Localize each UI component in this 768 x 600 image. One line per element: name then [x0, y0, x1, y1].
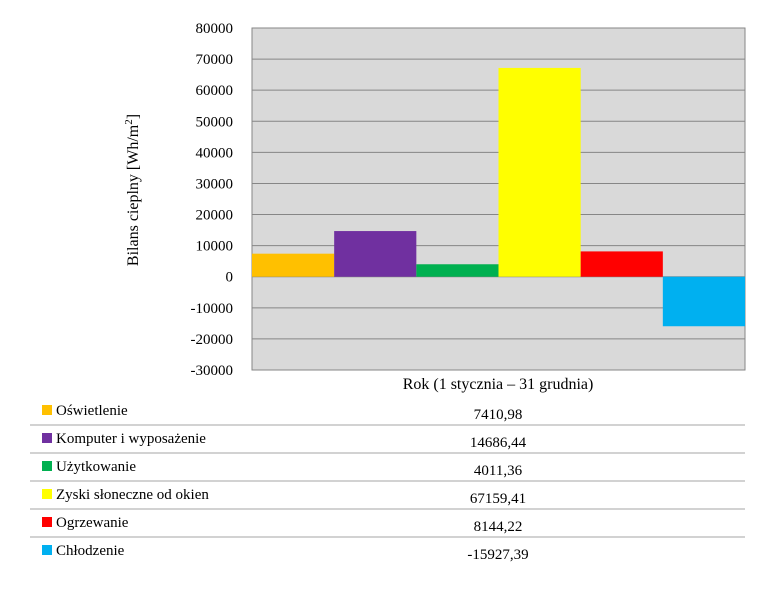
legend-label: Użytkowanie: [56, 459, 136, 475]
legend-label: Ogrzewanie: [56, 515, 129, 531]
y-tick-label: -30000: [191, 363, 234, 379]
legend-swatch: [42, 405, 52, 415]
y-tick-label: 70000: [196, 52, 234, 68]
y-axis-title: Bilans cieplny [Wh/m2]: [123, 114, 142, 266]
legend-swatch: [42, 461, 52, 471]
legend-swatch: [42, 545, 52, 555]
bar-6: [662, 276, 745, 327]
x-axis-title: Rok (1 stycznia – 31 grudnia): [403, 376, 594, 393]
bar-4: [498, 67, 581, 277]
y-tick-label: 50000: [196, 114, 234, 130]
y-tick-label: 0: [226, 270, 234, 286]
legend-swatch: [42, 489, 52, 499]
legend-label: Oświetlenie: [56, 403, 128, 419]
data-label: 7410,98: [474, 407, 523, 423]
y-tick-label: 30000: [196, 176, 234, 192]
y-tick-label: 10000: [196, 239, 234, 255]
bar-2: [334, 231, 417, 277]
y-axis-ticks: 80000 70000 60000 50000 40000 30000 20000 10000…: [191, 21, 234, 379]
legend-label: Komputer i wyposażenie: [56, 431, 206, 447]
y-tick-label: 80000: [196, 21, 234, 37]
data-label: 8144,22: [474, 519, 523, 535]
data-label: 14686,44: [470, 435, 527, 451]
bar-5: [580, 251, 663, 277]
legend-swatch: [42, 433, 52, 443]
data-label: -15927,39: [467, 547, 528, 563]
data-label: 67159,41: [470, 491, 526, 507]
legend-table: Oświetlenie 7410,98 Komputer i wyposażenie…: [30, 403, 745, 563]
data-label: 4011,36: [474, 463, 523, 479]
legend-label: Chłodzenie: [56, 543, 125, 559]
bars: [252, 67, 745, 327]
y-tick-label: -10000: [191, 301, 234, 317]
bar-3: [416, 264, 499, 277]
legend-swatch: [42, 517, 52, 527]
y-tick-label: -20000: [191, 332, 234, 348]
y-tick-label: 40000: [196, 145, 234, 161]
bar-1: [252, 253, 335, 277]
gridlines: [252, 58, 745, 340]
y-tick-label: 60000: [196, 83, 234, 99]
legend-label: Zyski słoneczne od okien: [56, 487, 209, 503]
y-tick-label: 20000: [196, 208, 234, 224]
